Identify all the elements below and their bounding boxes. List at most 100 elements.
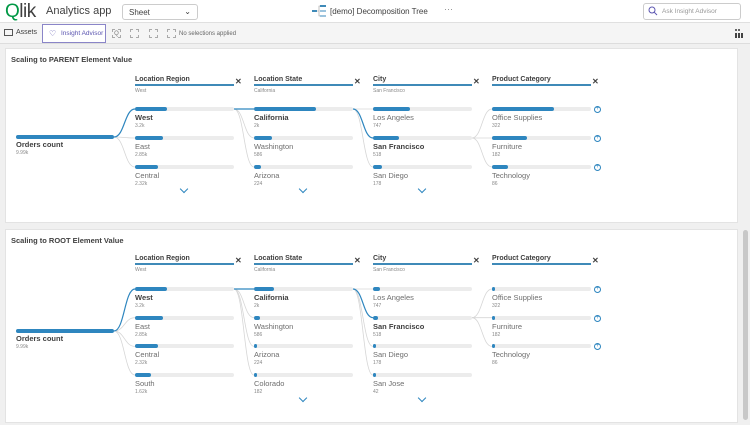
close-icon[interactable]: ✕ [235,256,242,265]
row-label[interactable]: East [135,321,151,331]
qlik-logo[interactable]: Qlik [5,1,36,22]
row-label[interactable]: Technology [492,171,530,180]
expand-plus-icon[interactable]: + [594,286,601,293]
root-bar[interactable] [16,135,114,139]
row-bar[interactable] [373,287,472,291]
chevron-down-icon[interactable] [298,393,308,403]
close-icon[interactable]: ✕ [354,256,361,265]
step-forward-icon[interactable] [149,29,158,38]
ask-insight-advisor-input[interactable]: Ask Insight Advisor [643,3,741,20]
row-bar[interactable] [373,165,472,169]
chevron-down-icon[interactable] [417,393,427,403]
column-selected-value: West [135,88,147,94]
row-label[interactable]: Office Supplies [492,293,543,302]
column-header[interactable]: Location Region [135,76,234,86]
row-label[interactable]: San Diego [373,350,409,360]
row-label[interactable]: Los Angeles [373,113,414,122]
row-label[interactable]: Furniture [492,142,523,151]
row-bar[interactable] [373,344,472,349]
sheet-dropdown[interactable]: Sheet ⌄ [122,4,198,20]
row-bar[interactable] [492,344,591,349]
decomposition-tree-root: Scaling to ROOT Element Value Orders cou… [5,229,738,423]
row-label[interactable]: Washington [254,142,294,151]
column-header[interactable]: Product Category [492,255,591,265]
row-label[interactable]: Los Angeles [373,293,414,302]
column-header[interactable]: Product Category [492,76,591,86]
row-label[interactable]: Central [135,350,160,360]
row-bar[interactable] [492,165,591,169]
expand-plus-icon[interactable]: + [594,343,601,351]
grid-view-icon[interactable] [735,29,744,38]
expand-plus-icon[interactable]: + [594,106,601,113]
row-label[interactable]: Furniture [492,321,523,331]
row-bar[interactable] [254,136,353,140]
close-icon[interactable]: ✕ [473,77,480,86]
row-label[interactable]: Technology [492,350,530,360]
row-bar[interactable] [373,136,472,140]
row-label[interactable]: Arizona [254,350,280,360]
row-label[interactable]: California [254,113,289,122]
close-icon[interactable]: ✕ [354,77,361,86]
assets-button[interactable]: Assets [4,29,37,36]
row-label[interactable]: Colorado [254,379,285,389]
row-label[interactable]: Arizona [254,171,280,180]
scrollbar[interactable] [742,44,750,425]
row-label[interactable]: California [254,293,289,302]
close-icon[interactable]: ✕ [592,77,599,86]
row-label[interactable]: San Francisco [373,142,425,151]
row-bar[interactable] [135,373,234,378]
column-header[interactable]: City [373,255,472,265]
more-options-button[interactable]: ··· [444,4,453,14]
row-label[interactable]: South [135,379,155,389]
column-header[interactable]: Location Region [135,255,234,265]
row-bar[interactable] [135,287,234,291]
row-bar[interactable] [254,287,353,291]
row-bar[interactable] [492,136,591,140]
step-back-icon[interactable] [130,29,139,38]
expand-plus-icon[interactable]: + [594,314,601,322]
row-bar[interactable] [373,373,472,378]
close-icon[interactable]: ✕ [235,77,242,86]
row-bar[interactable] [254,344,353,349]
row-label[interactable]: San Francisco [373,321,425,331]
row-bar[interactable] [492,287,591,291]
root-bar[interactable] [16,329,114,333]
column-header[interactable]: Location State [254,255,353,265]
insight-icon: ♡ [49,29,57,38]
row-label[interactable]: Office Supplies [492,113,543,122]
column-header[interactable]: City [373,76,472,86]
chevron-down-icon[interactable] [298,184,308,194]
chevron-down-icon[interactable] [417,184,427,194]
row-label[interactable]: East [135,142,151,151]
row-bar[interactable] [492,107,591,111]
close-icon[interactable]: ✕ [473,256,480,265]
expand-plus-icon[interactable]: + [594,164,601,171]
row-bar[interactable] [135,344,234,349]
row-label[interactable]: West [135,113,153,122]
row-label[interactable]: San Diego [373,171,409,180]
row-label[interactable]: San Jose [373,379,405,389]
row-bar[interactable] [135,107,234,111]
column-header[interactable]: Location State [254,76,353,86]
row-label[interactable]: Central [135,171,160,180]
row-label[interactable]: Washington [254,321,294,331]
close-icon[interactable]: ✕ [592,256,599,265]
scrollbar-thumb[interactable] [743,230,748,420]
row-bar[interactable] [254,315,353,320]
insight-advisor-button[interactable]: ♡ Insight Advisor [42,24,106,43]
row-bar[interactable] [135,165,234,169]
row-bar[interactable] [254,373,353,378]
row-bar[interactable] [492,315,591,320]
row-bar[interactable] [135,315,234,320]
row-bar[interactable] [373,315,472,320]
row-bar[interactable] [135,136,234,140]
row-label[interactable]: West [135,293,153,302]
row-bar[interactable] [254,107,353,111]
clear-selections-icon[interactable] [167,29,176,38]
chevron-down-icon[interactable] [179,184,189,194]
row-bar-fill [373,287,381,291]
row-bar[interactable] [373,107,472,111]
expand-plus-icon[interactable]: + [594,135,601,142]
smart-search-icon[interactable]: Q [112,29,121,38]
row-bar[interactable] [254,165,353,169]
